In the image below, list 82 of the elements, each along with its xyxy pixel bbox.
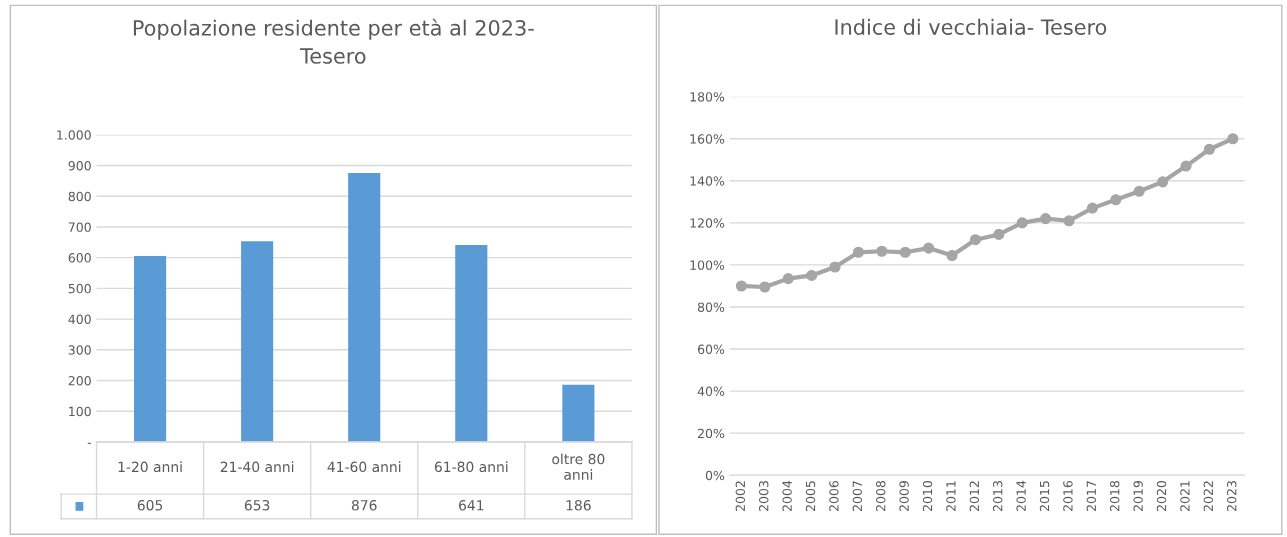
y-tick-label: 200 [68, 375, 91, 386]
x-tick-label: 2012 [969, 481, 980, 511]
y-tick-label: 900 [68, 160, 91, 171]
point [759, 281, 771, 293]
y-tick-label: 120% [690, 218, 725, 228]
x-tick-label: 2018 [1110, 480, 1120, 511]
x-tick-label: 61-80 anni [434, 461, 508, 473]
y-tick-label: 800 [68, 191, 91, 202]
bar [348, 172, 381, 442]
point [899, 246, 911, 258]
y-tick-label: 40% [697, 386, 725, 397]
x-tick-label: 2006 [829, 480, 839, 511]
point [1063, 215, 1075, 227]
point [735, 280, 747, 292]
x-tick-label: 2004 [782, 480, 792, 511]
x-tick-label: 2014 [1016, 480, 1026, 511]
point [1157, 176, 1169, 188]
x-tick-label: 2007 [852, 481, 863, 511]
point [1016, 217, 1028, 229]
point [993, 228, 1005, 240]
data-label: 653 [244, 499, 270, 511]
point [1133, 185, 1145, 197]
x-tick-label: 2008 [876, 480, 886, 511]
x-tick-label: 2002 [735, 481, 746, 511]
y-tick-label: 1.000 [57, 130, 91, 140]
data-label: 876 [351, 499, 377, 511]
bar [562, 384, 595, 442]
point [852, 246, 864, 258]
point [1110, 194, 1122, 206]
x-tick-label: 2011 [946, 481, 956, 511]
chart-title: Indice di vecchiaia- Tesero [835, 18, 1107, 35]
point [969, 234, 981, 246]
bar [134, 256, 167, 442]
x-tick-label: oltre 80 anni [552, 453, 605, 480]
y-tick-label: - [87, 442, 92, 444]
y-tick-label: 160% [690, 134, 725, 144]
x-tick-label: 2022 [1203, 481, 1214, 511]
point [829, 261, 841, 273]
y-tick-label: 100 [69, 406, 91, 417]
y-tick-label: 180% [690, 92, 725, 102]
point [806, 269, 818, 281]
y-tick-label: 80% [697, 302, 725, 312]
x-tick-label: 2013 [993, 481, 1003, 511]
y-tick-label: 60% [697, 344, 725, 354]
y-tick-label: 300 [68, 345, 91, 355]
point [946, 249, 958, 262]
data-label: 605 [137, 499, 163, 511]
x-tick-label: 2019 [1133, 480, 1143, 511]
point [1086, 202, 1098, 214]
point [1180, 160, 1192, 172]
chart-title: Popolazione residente per età al 2023- Tesero [133, 18, 534, 64]
y-tick-label: 700 [68, 222, 91, 232]
x-tick-label: 1-20 anni [118, 461, 182, 473]
x-tick-label: 41-60 anni [327, 461, 401, 473]
data-label: 641 [459, 499, 484, 511]
y-tick-label: 500 [68, 283, 91, 294]
y-tick-label: 400 [68, 314, 91, 325]
x-tick-label: 2015 [1039, 481, 1050, 511]
x-tick-label: 2021 [1180, 481, 1190, 511]
x-tick-label: 2005 [805, 481, 816, 511]
y-tick-label: 140% [690, 176, 725, 186]
point [782, 273, 794, 285]
x-tick-label: 2003 [759, 481, 769, 511]
y-tick-label: 100% [690, 260, 725, 270]
bar [241, 241, 274, 442]
point [1040, 213, 1052, 225]
y-tick-label: 600 [68, 253, 91, 263]
bar [455, 245, 488, 442]
data-label: 186 [566, 499, 591, 511]
point [876, 245, 888, 257]
x-tick-label: 2009 [899, 480, 909, 511]
x-tick-label: 21-40 anni [220, 461, 294, 473]
y-tick-label: 20% [698, 428, 725, 439]
y-tick-label: 0% [705, 470, 725, 481]
x-tick-label: 2023 [1227, 481, 1237, 511]
x-tick-label: 2010 [922, 480, 933, 511]
x-tick-label: 2017 [1086, 481, 1097, 511]
x-tick-label: 2020 [1156, 480, 1167, 511]
x-tick-label: 2016 [1063, 480, 1073, 511]
point [1203, 143, 1215, 155]
point [923, 242, 935, 254]
point [1227, 133, 1239, 145]
